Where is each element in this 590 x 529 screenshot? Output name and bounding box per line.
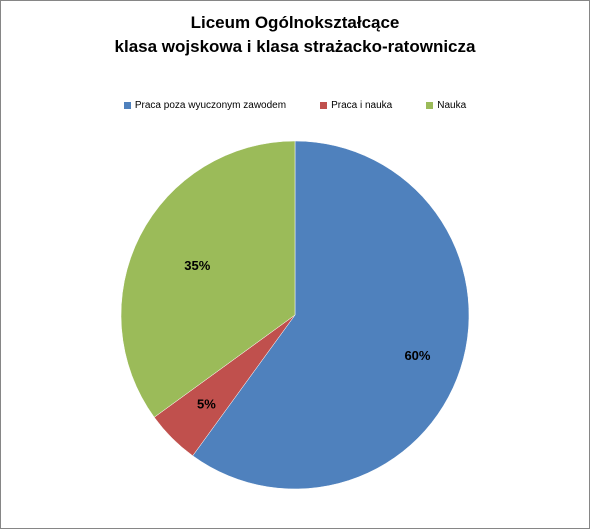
- legend-swatch-nauka: [426, 102, 434, 109]
- legend: Praca poza wyuczonym zawodem Praca i nau…: [1, 100, 589, 111]
- pie-data-labels: 60% 5% 35%: [184, 258, 431, 411]
- data-label-nauka: 35%: [184, 258, 210, 273]
- legend-label-praca-i-nauka: Praca i nauka: [331, 100, 393, 111]
- chart-title-line-1: Liceum Ogólnokształcące: [190, 13, 400, 32]
- legend-swatch-praca-poza: [123, 102, 131, 109]
- legend-swatch-praca-i-nauka: [320, 102, 328, 109]
- data-label-praca-poza: 60%: [404, 348, 430, 363]
- legend-label-praca-poza: Praca poza wyuczonym zawodem: [134, 100, 287, 111]
- pie-slice-praca-poza: [192, 140, 470, 490]
- data-label-praca-i-nauka: 5%: [197, 397, 216, 412]
- pie-slices: [120, 140, 470, 490]
- chart-title-line-2: klasa wojskowa i klasa strażacko-ratowni…: [114, 37, 476, 56]
- legend-item-nauka: Nauka: [426, 100, 466, 111]
- legend-item-praca-i-nauka: Praca i nauka: [320, 100, 392, 111]
- legend-item-praca-poza: Praca poza wyuczonym zawodem: [123, 100, 287, 111]
- legend-label-nauka: Nauka: [437, 100, 467, 111]
- chart-title: Liceum Ogólnokształcące klasa wojskowa i…: [1, 11, 589, 59]
- pie-slice-nauka: [120, 140, 296, 418]
